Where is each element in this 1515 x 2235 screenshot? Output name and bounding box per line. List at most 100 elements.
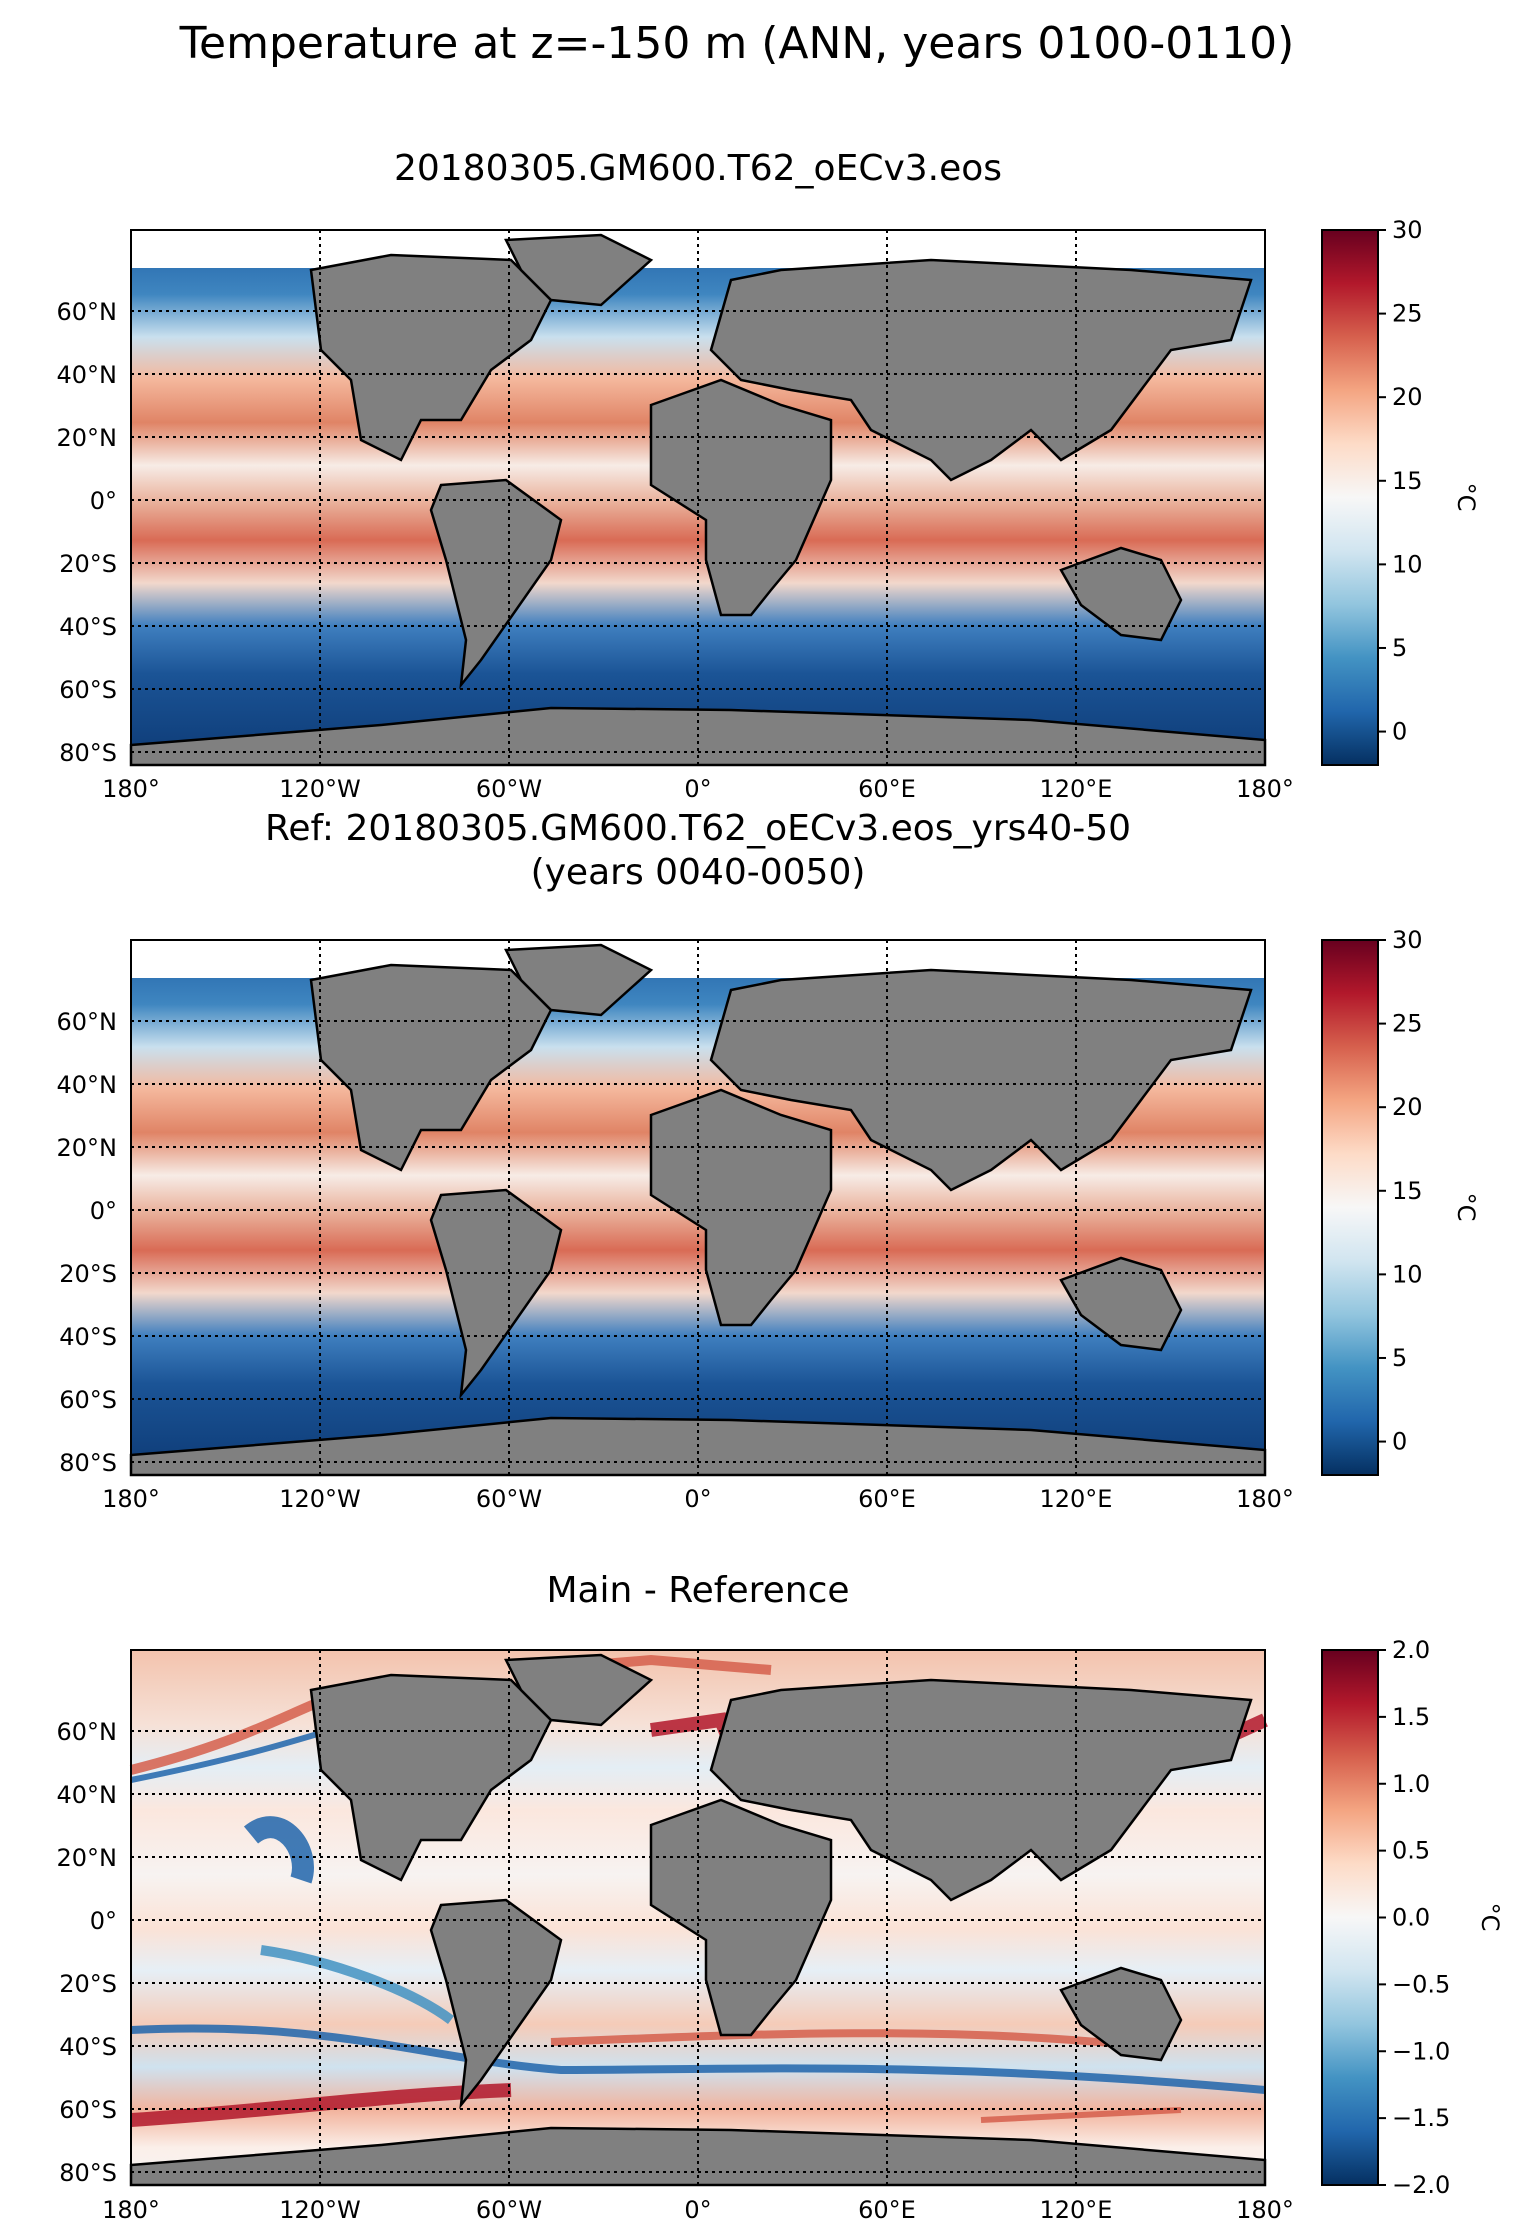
- colorbar-tick-label: −1.5: [1392, 2104, 1450, 2132]
- south-america-landmass: [429, 1898, 563, 2110]
- eurasia-landmass: [709, 258, 1253, 482]
- south-america-landmass: [429, 478, 563, 690]
- xtick-label: 120°E: [1040, 775, 1113, 803]
- ytick-label: 60°N: [57, 298, 118, 326]
- colorbar-tick-label: 25: [1392, 1010, 1423, 1038]
- ytick-label: 0°: [90, 487, 117, 515]
- panel-main-colorbar: 30 25 20 15 10 5 0 °C: [1321, 216, 1480, 766]
- colorbar-tick-label: 20: [1392, 383, 1423, 411]
- africa-landmass: [649, 378, 833, 617]
- colorbar-tick-label: 0.5: [1392, 1837, 1430, 1865]
- xtick-label: 180°: [1236, 775, 1294, 803]
- panel-reference-title: Ref: 20180305.GM600.T62_oECv3.eos_yrs40-…: [265, 808, 1131, 849]
- australia-landmass: [1059, 546, 1183, 642]
- map-frame: [130, 229, 1266, 766]
- south-america-landmass: [429, 1188, 563, 1400]
- panel-reference: Ref: 20180305.GM600.T62_oECv3.eos_yrs40-…: [57, 808, 1481, 1513]
- xtick-label: 60°E: [858, 1485, 916, 1513]
- colorbar-tick-label: −2.0: [1392, 2171, 1450, 2199]
- colorbar-tick-label: 2.0: [1392, 1636, 1430, 1664]
- colorbar-tick-label: −0.5: [1392, 1970, 1450, 1998]
- xtick-label: 60°W: [476, 1485, 542, 1513]
- ytick-label: 20°S: [59, 1260, 117, 1288]
- colorbar-tick-label: 20: [1392, 1093, 1423, 1121]
- panel-reference-map: [129, 939, 1267, 1477]
- xtick-label: 180°: [102, 775, 160, 803]
- panel-main-title: 20180305.GM600.T62_oECv3.eos: [394, 148, 1002, 189]
- figure-title: Temperature at z=-150 m (ANN, years 0100…: [179, 18, 1295, 69]
- graticule: [131, 1650, 1265, 2185]
- ytick-label: 80°S: [59, 739, 117, 767]
- colorbar-tick-label: 1.5: [1392, 1703, 1430, 1731]
- ytick-label: 20°N: [57, 1134, 118, 1162]
- colorbar-ticks: 30 25 20 15 10 5 0: [1378, 216, 1423, 746]
- colorbar-tick-label: 15: [1392, 467, 1423, 495]
- panel-difference-colorbar: 2.0 1.5 1.0 0.5 0.0 −0.5 −1.0 −1.5 −2.0 °C: [1321, 1636, 1504, 2199]
- australia-landmass: [1059, 1256, 1183, 1352]
- arctic-ice: [131, 230, 1265, 268]
- xtick-label: 180°: [102, 2196, 160, 2224]
- panel-reference-xticks: 180° 120°W 60°W 0° 60°E 120°E 180°: [102, 1485, 1294, 1513]
- xtick-label: 180°: [1236, 1485, 1294, 1513]
- panel-difference-title: Main - Reference: [546, 1570, 849, 1611]
- xtick-label: 60°E: [858, 775, 916, 803]
- north-america-landmass: [309, 1673, 553, 1882]
- north-america-landmass: [309, 253, 553, 462]
- colorbar-tick-label: 25: [1392, 300, 1423, 328]
- map-frame: [130, 1649, 1266, 2186]
- colorbar-gradient: [1321, 229, 1379, 766]
- africa-landmass: [649, 1088, 833, 1327]
- colorbar-tick-label: −1.0: [1392, 2037, 1450, 2065]
- panel-difference-yticks: 60°N 40°N 20°N 0° 20°S 40°S 60°S 80°S: [57, 1718, 118, 2187]
- panel-reference-colorbar: 30 25 20 15 10 5 0 °C: [1321, 926, 1480, 1476]
- xtick-label: 0°: [684, 2196, 711, 2224]
- colorbar-label: °C: [1476, 1903, 1504, 1932]
- ytick-label: 60°S: [59, 676, 117, 704]
- colorbar-label: °C: [1452, 483, 1480, 512]
- colorbar-tick-label: 30: [1392, 216, 1423, 244]
- panel-difference: Main - Reference: [57, 1570, 1505, 2224]
- colorbar-gradient: [1321, 1649, 1379, 2186]
- colorbar-tick-label: 15: [1392, 1177, 1423, 1205]
- ytick-label: 60°S: [59, 1386, 117, 1414]
- ytick-label: 20°S: [59, 550, 117, 578]
- colorbar-tick-label: 0: [1392, 1428, 1407, 1456]
- greenland-landmass: [504, 1653, 654, 1727]
- xtick-label: 180°: [102, 1485, 160, 1513]
- xtick-label: 120°W: [279, 775, 361, 803]
- colorbar-tick-label: 5: [1392, 634, 1407, 662]
- colorbar-tick-label: 1.0: [1392, 1770, 1430, 1798]
- ytick-label: 40°S: [59, 2033, 117, 2061]
- graticule: [131, 230, 1265, 765]
- greenland-landmass: [504, 233, 654, 307]
- australia-landmass: [1059, 1966, 1183, 2062]
- panel-main: 20180305.GM600.T62_oECv3.eos: [57, 148, 1481, 803]
- colorbar-tick-label: 10: [1392, 550, 1423, 578]
- xtick-label: 120°W: [279, 1485, 361, 1513]
- ytick-label: 80°S: [59, 2159, 117, 2187]
- ytick-label: 0°: [90, 1907, 117, 1935]
- colorbar-tick-label: 30: [1392, 926, 1423, 954]
- ytick-label: 20°N: [57, 424, 118, 452]
- panel-main-yticks: 60°N 40°N 20°N 0° 20°S 40°S 60°S 80°S: [57, 298, 118, 767]
- eurasia-landmass: [709, 1678, 1253, 1902]
- ytick-label: 20°N: [57, 1844, 118, 1872]
- xtick-label: 180°: [1236, 2196, 1294, 2224]
- panel-reference-yticks: 60°N 40°N 20°N 0° 20°S 40°S 60°S 80°S: [57, 1008, 118, 1477]
- colorbar-gradient: [1321, 939, 1379, 1476]
- xtick-label: 120°E: [1040, 2196, 1113, 2224]
- colorbar-ticks: 2.0 1.5 1.0 0.5 0.0 −0.5 −1.0 −1.5 −2.0: [1378, 1636, 1450, 2199]
- colorbar-tick-label: 0.0: [1392, 1904, 1430, 1932]
- xtick-label: 0°: [684, 1485, 711, 1513]
- ytick-label: 40°S: [59, 1323, 117, 1351]
- xtick-label: 60°W: [476, 775, 542, 803]
- ytick-label: 0°: [90, 1197, 117, 1225]
- land-mask: [129, 1653, 1267, 2187]
- ytick-label: 80°S: [59, 1449, 117, 1477]
- map-frame: [130, 939, 1266, 1476]
- north-america-landmass: [309, 963, 553, 1172]
- ytick-label: 40°S: [59, 613, 117, 641]
- panel-difference-map: [129, 1649, 1268, 2187]
- xtick-label: 60°W: [476, 2196, 542, 2224]
